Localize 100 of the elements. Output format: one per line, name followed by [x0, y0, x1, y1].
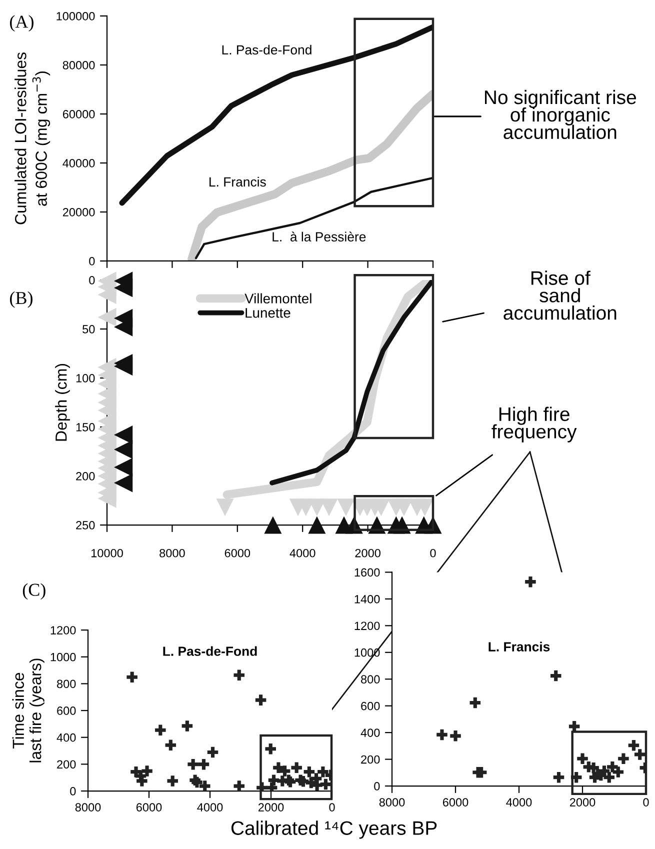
text: Rise of sand accumulation: [504, 270, 616, 320]
point: [114, 426, 133, 444]
point: [188, 758, 198, 770]
y-tick-label: 800: [361, 675, 380, 684]
x-tick-label: 8000: [160, 548, 185, 558]
text: (B): [10, 291, 32, 308]
y-tick-label: 400: [360, 728, 380, 737]
y-tick-label: 200: [76, 472, 95, 480]
point: [126, 672, 138, 683]
y-tick-label: 1200: [354, 622, 380, 630]
chart-title: (C): [22, 583, 46, 600]
point: [234, 670, 245, 680]
y-tick-label: 20000: [62, 208, 95, 216]
point: [114, 474, 133, 492]
point: [165, 740, 176, 751]
point: [320, 778, 332, 790]
point: [114, 278, 133, 298]
x-tick-label: 0: [329, 803, 335, 812]
point: [198, 758, 210, 770]
x-tick-label: 6000: [442, 798, 468, 806]
text: High fire frequency: [492, 406, 577, 442]
y-tick-label: 100000: [56, 12, 95, 20]
y-tick-label: 1000: [50, 652, 76, 662]
point: [114, 458, 133, 477]
legend-label: Villemontel: [244, 293, 312, 304]
point: [450, 730, 461, 742]
point: [318, 766, 328, 778]
point: [114, 318, 133, 336]
point: [291, 762, 302, 774]
x-tick-label: 4000: [290, 548, 316, 558]
point: [304, 766, 315, 778]
x-tick-label: 4000: [197, 803, 223, 812]
y-tick-label: 1400: [354, 594, 380, 604]
point: [207, 746, 218, 758]
x-tick-label: 10000: [91, 548, 123, 558]
y-tick-label: 1200: [50, 626, 76, 634]
x-tick-label: 0: [430, 548, 436, 558]
x-tick-label: 8000: [379, 798, 405, 806]
point: [525, 576, 536, 588]
point: [199, 780, 210, 792]
point: [216, 498, 234, 516]
y-tick-label: 250: [76, 521, 95, 530]
chart-title: (A): [10, 15, 34, 32]
y-tick-label: 200: [57, 760, 76, 769]
point: [279, 766, 290, 776]
point: [337, 498, 355, 516]
y-tick-label: 400: [56, 733, 76, 742]
y-tick-label: 50: [82, 325, 95, 334]
point: [234, 780, 245, 792]
y-tick-label: 100: [76, 374, 95, 382]
point: [476, 767, 487, 778]
y-tick-label: 60000: [62, 110, 95, 118]
point: [634, 749, 646, 760]
point: [98, 308, 116, 327]
point: [320, 498, 338, 516]
point: [604, 772, 615, 783]
point: [577, 753, 588, 764]
y-axis-title: Time since last fire (years): [12, 658, 44, 762]
x-tick-label: 8000: [75, 803, 101, 812]
y-axis-title: Depth (cm): [55, 364, 70, 441]
x-tick-label: 2000: [570, 798, 596, 806]
y-tick-label: 80000: [62, 61, 95, 70]
line-series: [194, 176, 433, 260]
y-tick-label: 0: [70, 787, 76, 796]
point: [114, 356, 133, 376]
point: [308, 516, 326, 534]
y-tick-label: 0: [89, 276, 95, 284]
x-axis-title: Calibrated ¹⁴C years BP: [231, 820, 437, 839]
x-tick-label: 2000: [258, 803, 284, 812]
y-axis-title: Cumulated LOI-residues at 600C (mg cm$^{−3}$): [14, 52, 50, 224]
x-tick-label: 4000: [506, 798, 532, 806]
y-tick-label: 800: [57, 680, 76, 688]
x-tick-label: 2000: [355, 548, 380, 558]
y-tick-label: 40000: [62, 159, 95, 168]
point: [395, 498, 413, 516]
y-tick-label: 200: [361, 755, 380, 764]
point: [265, 744, 276, 754]
point: [114, 440, 133, 459]
point: [264, 516, 282, 534]
annotation: L. Pas-de-Fond: [222, 44, 312, 55]
point: [553, 772, 564, 783]
text: L. Francis: [488, 642, 550, 652]
point: [167, 776, 178, 786]
point: [312, 780, 322, 790]
point: [628, 740, 640, 751]
point: [142, 766, 152, 776]
point: [612, 766, 624, 778]
point: [618, 753, 629, 764]
x-tick-label: 6000: [224, 548, 250, 558]
y-tick-label: 0: [89, 257, 95, 266]
y-tick-label: 1600: [354, 568, 380, 577]
y-tick-label: 150: [76, 423, 95, 432]
y-tick-label: 600: [361, 702, 380, 710]
point: [470, 697, 481, 708]
point: [182, 720, 193, 732]
point: [155, 724, 166, 736]
point: [550, 670, 562, 682]
x-tick-label: 6000: [136, 803, 162, 812]
x-tick-label: 0: [643, 798, 649, 806]
point: [436, 729, 448, 740]
